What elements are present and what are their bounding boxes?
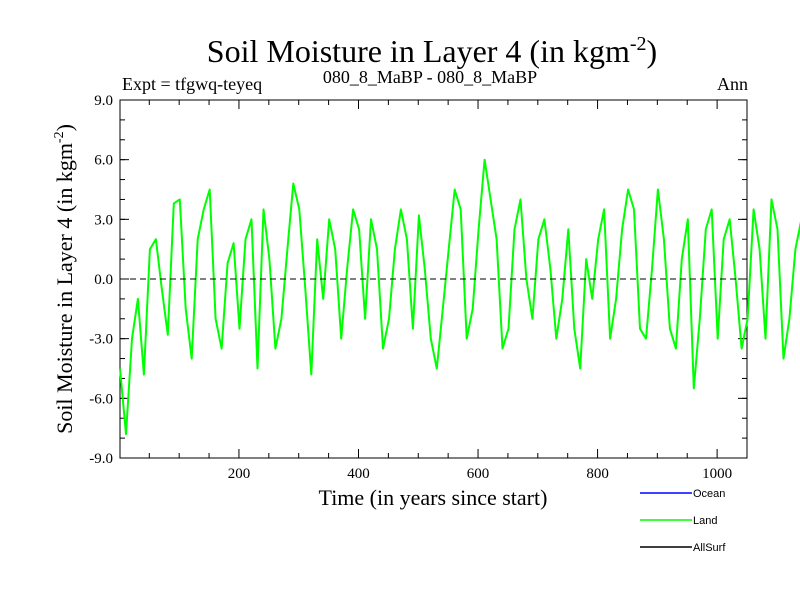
y-axis-label-main: Soil Moisture in Layer 4 (in kgm (52, 143, 77, 434)
legend: Ocean Land AllSurf (640, 488, 726, 554)
series-line-land (119, 158, 800, 436)
y-tick-label: 9.0 (94, 93, 113, 109)
x-tick-label: 800 (586, 466, 609, 482)
legend-label-ocean: Ocean (693, 488, 725, 500)
legend-label-land: Land (693, 515, 717, 527)
x-tick-label: 1000 (702, 466, 732, 482)
y-tick-label: -6.0 (89, 391, 113, 407)
x-tick-label: 600 (467, 466, 490, 482)
legend-label-allsurf: AllSurf (693, 542, 726, 554)
series-layer (119, 158, 800, 436)
x-tick-label: 400 (347, 466, 370, 482)
y-axis-label-superscript: -2 (52, 131, 67, 143)
chart-title-close: ) (647, 33, 658, 69)
y-tick-label: -3.0 (89, 332, 113, 348)
x-axis-label: Time (in years since start) (319, 485, 548, 510)
chart-title: Soil Moisture in Layer 4 (in kgm-2) (207, 33, 657, 69)
axis-ticks (120, 99, 747, 459)
x-tick-label: 200 (228, 466, 251, 482)
subtitle-right: Ann (717, 74, 748, 94)
chart-title-main: Soil Moisture in Layer 4 (in kgm (207, 33, 630, 69)
y-tick-label: 0.0 (94, 272, 113, 288)
y-tick-label: 3.0 (94, 212, 113, 228)
x-tick-labels: 200 400 600 800 1000 (228, 466, 732, 482)
y-axis-label-close: ) (52, 124, 77, 131)
subtitle-center: 080_8_MaBP - 080_8_MaBP (323, 67, 537, 87)
subtitle-left: Expt = tfgwq-teyeq (122, 74, 262, 94)
chart-title-superscript: -2 (630, 33, 647, 55)
y-tick-label: -9.0 (89, 451, 113, 467)
y-axis-label: Soil Moisture in Layer 4 (in kgm-2) (52, 124, 77, 434)
y-tick-labels: 9.0 6.0 3.0 0.0 -3.0 -6.0 -9.0 (89, 93, 113, 467)
y-tick-label: 6.0 (94, 153, 113, 169)
